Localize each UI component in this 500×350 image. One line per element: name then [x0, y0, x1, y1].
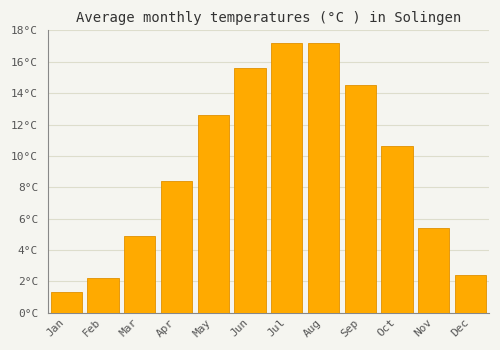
Bar — [234, 68, 266, 313]
Bar — [308, 43, 339, 313]
Bar — [88, 278, 118, 313]
Bar — [344, 85, 376, 313]
Title: Average monthly temperatures (°C ) in Solingen: Average monthly temperatures (°C ) in So… — [76, 11, 461, 25]
Bar — [418, 228, 450, 313]
Bar — [382, 146, 412, 313]
Bar — [50, 292, 82, 313]
Bar — [124, 236, 156, 313]
Bar — [161, 181, 192, 313]
Bar — [271, 43, 302, 313]
Bar — [198, 115, 229, 313]
Bar — [455, 275, 486, 313]
